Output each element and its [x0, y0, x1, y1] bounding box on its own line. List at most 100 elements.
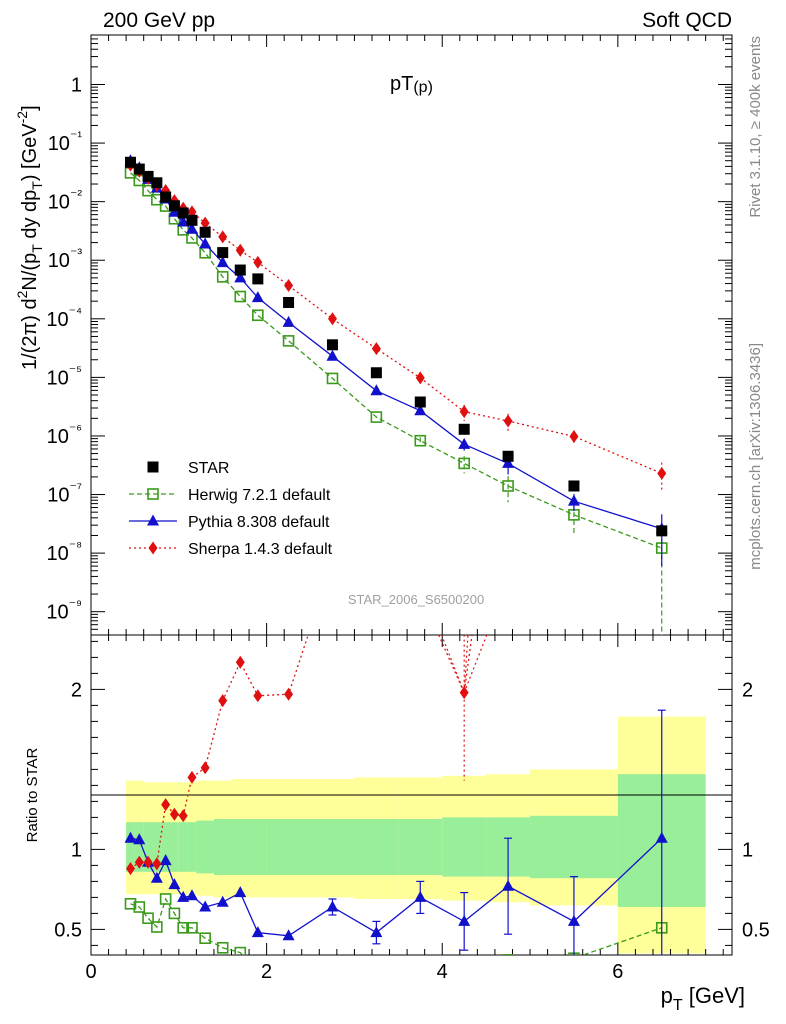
y-tick-label: 10⁻⁷ [47, 480, 82, 507]
y-tick-label: 10⁻⁴ [46, 304, 82, 331]
ratio-point [126, 862, 136, 876]
ratio-tick-label-right: 1 [742, 839, 753, 861]
data-point [370, 384, 383, 396]
ratio-point [415, 969, 425, 979]
legend-marker [147, 461, 159, 473]
ratio-point [216, 895, 229, 907]
y-tick-label-base: 10 [46, 543, 68, 565]
ratio-fan-line [440, 635, 465, 693]
data-point [458, 457, 470, 470]
x-tick-label: 2 [261, 961, 272, 983]
band-inner-1 [134, 822, 144, 872]
legend-marker [147, 514, 159, 526]
data-point [252, 309, 264, 322]
data-point [234, 290, 247, 303]
ratio-tick-label-right: 0.5 [742, 919, 770, 941]
series-pythia [124, 154, 668, 567]
data-point [251, 291, 264, 303]
ratio-tick-label-left: 0.5 [54, 919, 82, 941]
data-point [326, 372, 339, 385]
data-point [199, 226, 211, 238]
y-axis-label-part: ) [GeV [19, 123, 41, 181]
main-series [124, 154, 668, 635]
x-axis-label-sub: T [673, 997, 683, 1014]
ratio-point [151, 921, 163, 933]
x-tick-label: 0 [85, 961, 96, 983]
data-point [326, 339, 338, 351]
x-tick-label: 6 [612, 961, 623, 983]
y-tick-label: 10⁻¹ [48, 128, 83, 155]
ratio-tick-label-right: 2 [742, 679, 753, 701]
data-point [327, 312, 337, 326]
ratio-point [327, 961, 337, 971]
ratio-fan-line [463, 635, 488, 693]
band-inner-13 [310, 819, 355, 875]
series-star [125, 156, 668, 537]
band-inner-2 [143, 822, 153, 872]
ratio-point [284, 969, 294, 979]
data-point [415, 371, 425, 385]
legend-item-2: Pythia 8.308 default [129, 514, 330, 531]
ratio-point [199, 932, 211, 945]
y-axis-label: 1/(2π) d2N/(pT dy dpT) [GeV-2] [14, 105, 45, 370]
data-point [502, 480, 514, 492]
data-point [177, 215, 190, 227]
y-axis-label-part: dy dp [19, 190, 41, 244]
ratio-point [371, 976, 381, 986]
band-inner-5 [170, 822, 179, 872]
data-point [234, 271, 247, 283]
chart-title: pT(p) [390, 73, 433, 96]
data-point [151, 177, 163, 189]
ratio-uncertainty-bands [126, 716, 706, 954]
x-axis-label-main: p [661, 983, 673, 1008]
ratio-tick-label-left: 1 [71, 839, 82, 861]
band-inner-15 [398, 819, 443, 875]
legend-marker [147, 488, 159, 500]
ratio-point [168, 878, 181, 890]
ratio-point [502, 879, 515, 891]
data-point [370, 367, 382, 379]
ratio-series [124, 635, 668, 986]
y-tick-label-exp: ⁻⁵ [69, 362, 82, 378]
axis-ticks [90, 34, 732, 955]
ratio-point [133, 833, 146, 845]
data-point [217, 247, 229, 259]
ratio-point [326, 900, 339, 912]
y-axis-label-part: ] [19, 105, 41, 111]
data-point [253, 255, 263, 269]
ratio-point [655, 831, 668, 843]
data-point [234, 264, 246, 276]
ratio-point [199, 900, 212, 912]
y-tick-label: 10⁻² [48, 187, 83, 214]
band-inner-10 [231, 819, 250, 875]
y-tick-label-base: 10 [47, 367, 69, 389]
y-tick-label-exp: ⁻⁴ [69, 304, 82, 320]
ratio-point [370, 926, 383, 938]
data-point [235, 243, 245, 257]
ratio-point [124, 831, 137, 843]
y-tick-label: 1 [71, 75, 82, 97]
ratio-fan-line [463, 635, 469, 693]
data-point [458, 437, 471, 449]
ratio-series-sherpa [126, 635, 473, 876]
data-point [326, 349, 339, 361]
ratio-tick-label-left: 2 [71, 679, 82, 701]
data-point [657, 466, 667, 480]
ratio-point [161, 798, 171, 812]
ratio-point [458, 914, 471, 926]
data-point [414, 434, 427, 447]
header-left: 200 GeV pp [103, 9, 215, 32]
data-point [142, 170, 154, 182]
y-tick-label: 10⁻⁶ [47, 421, 82, 448]
data-point [216, 256, 229, 268]
chart-title-main: pT [390, 73, 413, 95]
y-tick-label-exp: ⁻¹ [70, 128, 82, 144]
analysis-watermark: STAR_2006_S6500200 [348, 592, 484, 607]
legend-item-0: STAR [147, 460, 229, 477]
rivet-version-label: Rivet 3.1.10, ≥ 400k events [747, 36, 764, 218]
ratio-point [150, 871, 163, 883]
data-point [284, 279, 294, 293]
y-tick-label-base: 10 [48, 192, 70, 214]
y-axis-label-part: T [29, 181, 45, 190]
series-sherpa [126, 158, 667, 493]
